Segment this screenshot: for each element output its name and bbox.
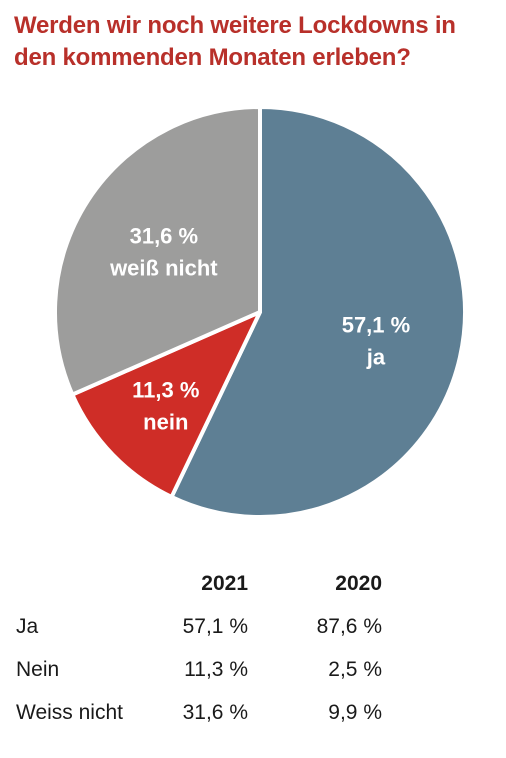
pie-value-label-ja: 57,1 % xyxy=(342,312,411,337)
pie-name-label-ja: ja xyxy=(366,344,386,369)
cell-2021: 57,1 % xyxy=(182,615,248,638)
chart-title: Werden wir noch weitere Lockdowns in den… xyxy=(14,10,494,74)
cell-2020: 87,6 % xyxy=(316,615,382,638)
table-row-nein: Nein 11,3 % 2,5 % xyxy=(16,658,496,701)
cell-2021: 31,6 % xyxy=(182,701,248,724)
column-header-2020: 2020 xyxy=(335,572,382,595)
pie-chart: 57,1 % ja 11,3 % nein 31,6 % weiß nicht xyxy=(53,105,467,519)
pie-name-label-weiss_nicht: weiß nicht xyxy=(109,255,218,280)
cell-2020: 2,5 % xyxy=(328,658,382,681)
pie-value-label-weiss_nicht: 31,6 % xyxy=(130,223,199,248)
row-label: Nein xyxy=(16,658,60,681)
row-label: Ja xyxy=(16,615,39,638)
pie-slice-ja xyxy=(169,105,467,519)
pie-slice-nein xyxy=(70,310,262,499)
chart-title-line-2: den kommenden Monaten erleben? xyxy=(14,44,411,71)
cell-2020: 9,9 % xyxy=(328,701,382,724)
chart-title-line-1: Werden wir noch weitere Lockdowns in xyxy=(14,12,456,39)
column-header-2021: 2021 xyxy=(201,572,248,595)
comparison-table: 2021 2020 Ja 57,1 % 87,6 % Nein 11,3 % 2… xyxy=(16,572,496,744)
cell-2021: 11,3 % xyxy=(184,658,248,681)
pie-name-label-nein: nein xyxy=(143,409,188,434)
table-row-weiss-nicht: Weiss nicht 31,6 % 9,9 % xyxy=(16,701,496,744)
pie-value-label-nein: 11,3 % xyxy=(132,377,199,402)
row-label: Weiss nicht xyxy=(16,701,123,724)
pie-slice-weiss_nicht xyxy=(53,105,262,397)
table-row-ja: Ja 57,1 % 87,6 % xyxy=(16,615,496,658)
table-header-row: 2021 2020 xyxy=(16,572,496,615)
